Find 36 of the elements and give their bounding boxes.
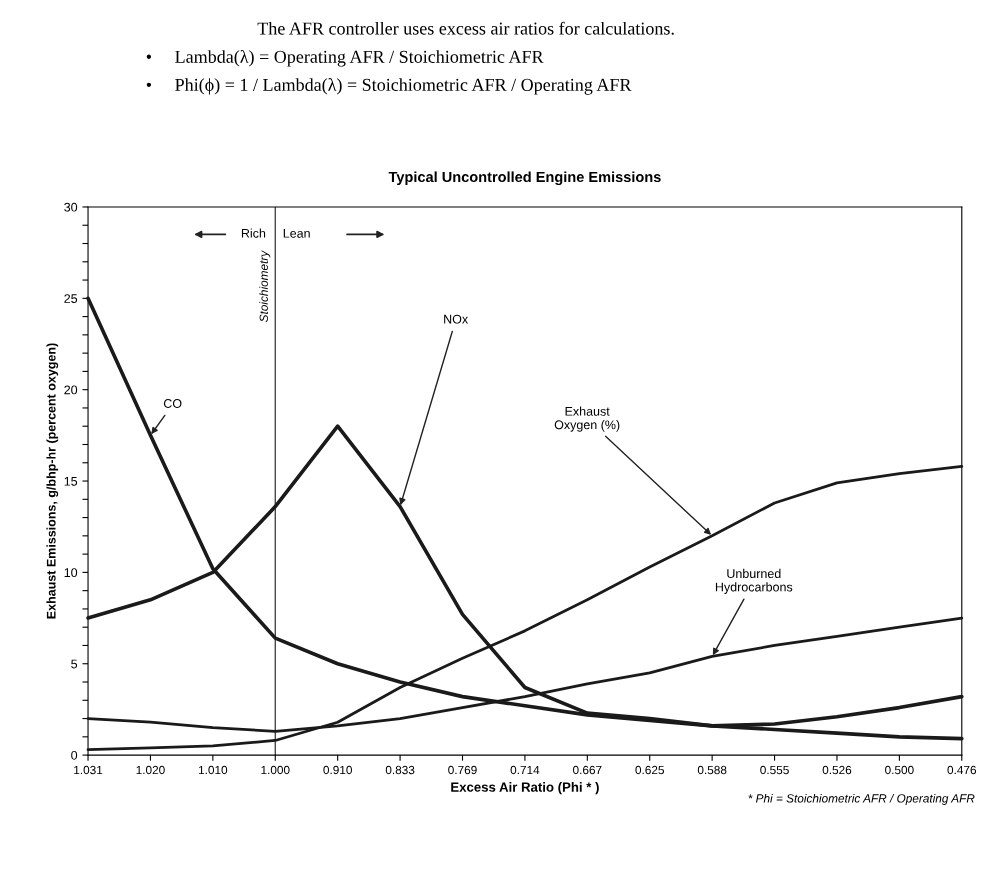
x-tick-label: 0.526	[822, 765, 852, 775]
y-tick-label: 15	[64, 476, 78, 486]
text: NOx	[444, 314, 469, 324]
text: Exhaust Oxygen (%)	[554, 406, 620, 432]
series-label: CO	[163, 399, 182, 408]
text: The AFR controller uses excess air ratios for calculations.	[257, 21, 674, 35]
x-tick-label: 0.714	[510, 765, 540, 775]
x-tick-label: 0.476	[947, 765, 977, 775]
x-tick-label: 1.000	[261, 765, 290, 775]
x-tick-label: 1.031	[74, 765, 103, 775]
text: • Phi(ϕ) = 1 / Lambda(λ) = Stoichiometric AFR / Operating AFR	[146, 78, 632, 95]
x-tick-label: 0.500	[885, 765, 914, 775]
x-tick-label: 1.010	[198, 765, 228, 775]
x-tick-label: 0.667	[573, 765, 602, 775]
x-tick-label: 0.588	[697, 765, 727, 775]
x-tick-label: 0.910	[323, 765, 352, 775]
x-axis-title: Excess Air Ratio (Phi * )	[451, 782, 599, 795]
ref-line-label: Stoichiometry	[259, 250, 271, 322]
y-axis-title: Exhaust Emissions, g/bhp-hr (percent oxygen)	[46, 343, 59, 619]
x-tick-label: 1.020	[136, 765, 165, 775]
y-tick-label: 0	[71, 750, 78, 760]
text: Unburned Hydrocarbons	[715, 568, 793, 594]
annotation: Lean	[283, 229, 310, 238]
y-tick-label: 10	[64, 568, 78, 578]
x-tick-label: 0.555	[760, 765, 789, 775]
chart-title: Typical Uncontrolled Engine Emissions	[388, 171, 661, 186]
annotation: Rich	[241, 228, 266, 238]
text: * Phi = Stoichiometric AFR / Operating AFR	[748, 793, 975, 805]
y-tick-label: 5	[71, 659, 78, 669]
text: • Lambda(λ) = Operating AFR / Stoichiometric AFR	[146, 49, 544, 67]
y-tick-label: 25	[64, 294, 78, 303]
y-tick-label: 20	[64, 385, 78, 395]
x-tick-label: 0.833	[385, 765, 415, 775]
y-tick-label: 30	[64, 202, 78, 212]
x-tick-label: 0.625	[635, 765, 665, 775]
x-tick-label: 0.769	[448, 765, 477, 775]
